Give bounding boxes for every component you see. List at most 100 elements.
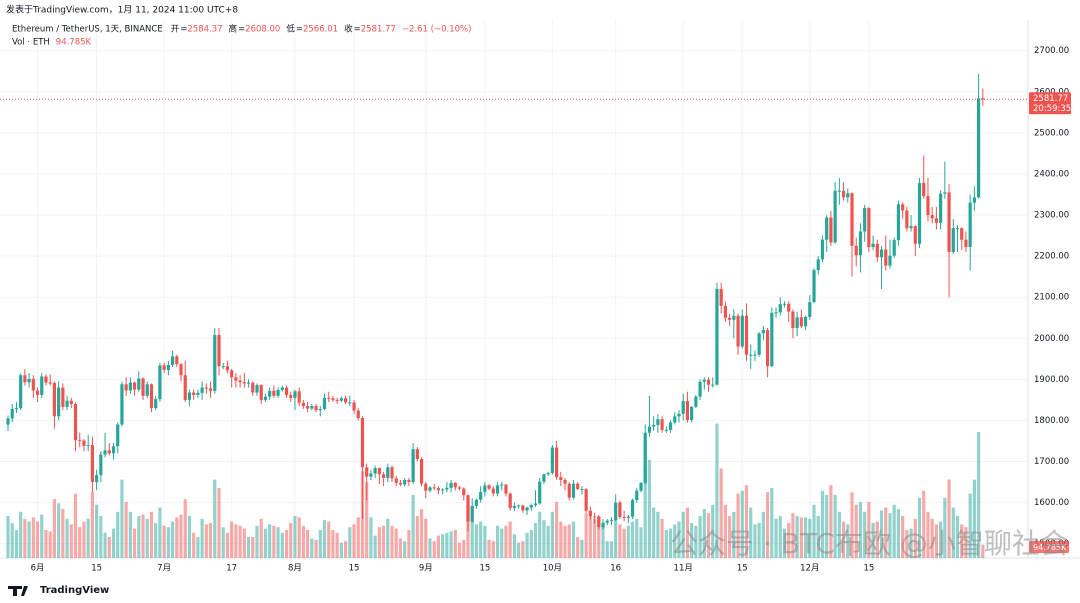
candle-body — [968, 202, 972, 248]
candle-body — [419, 459, 424, 484]
candle-body — [947, 192, 951, 252]
volume-bar — [795, 516, 799, 558]
volume-bar — [871, 523, 875, 558]
candle-body — [592, 516, 597, 518]
volume-bar — [339, 542, 343, 558]
volume-bar — [436, 535, 441, 558]
volume-bar — [14, 530, 19, 558]
candle-body — [179, 364, 183, 376]
candle-body — [107, 450, 111, 454]
candle-body — [757, 333, 761, 355]
volume-bar — [951, 507, 955, 558]
candle-body — [69, 400, 73, 404]
volume-bar — [892, 504, 896, 558]
candle-body — [939, 193, 943, 223]
volume-bar — [901, 516, 905, 558]
candle-body — [884, 249, 888, 266]
candle-body — [289, 394, 293, 398]
candle-body — [799, 317, 803, 327]
volume-bar — [542, 520, 546, 558]
candle-body — [111, 446, 116, 454]
last-price-label: 2581.77 — [1033, 94, 1068, 104]
candle-body — [365, 467, 369, 477]
volume-bar — [711, 504, 715, 558]
volume-bar — [306, 530, 310, 558]
volume-bar — [82, 521, 86, 558]
x-tick-label: 15 — [479, 564, 490, 574]
candle-body — [137, 378, 141, 390]
candle-body — [863, 208, 867, 232]
volume-bar — [369, 517, 373, 558]
volume-bar — [630, 521, 635, 558]
candle-body — [639, 482, 643, 491]
volume-bar — [474, 524, 479, 558]
candle-body — [630, 500, 635, 517]
volume-bar — [782, 528, 787, 558]
candle-body — [306, 406, 310, 409]
candle-body — [344, 398, 348, 403]
candle-body — [656, 419, 660, 425]
candle-body — [86, 445, 90, 447]
ohlc-field-sep: = — [354, 25, 361, 35]
volume-bar — [740, 490, 744, 558]
ohlc-field-sep: = — [296, 25, 303, 35]
volume-bar — [656, 511, 660, 558]
countdown-label: 20:59:35 — [1033, 104, 1071, 114]
volume-bar — [787, 523, 791, 558]
volume-bar — [736, 493, 740, 558]
ohlc-field-sep: = — [238, 25, 245, 35]
volume-bar — [192, 532, 196, 558]
candle-body — [95, 475, 99, 483]
candle-body — [517, 505, 521, 507]
candle-body — [820, 239, 825, 260]
volume-bar — [685, 507, 690, 558]
candle-body — [318, 408, 322, 411]
volume-bar — [546, 525, 550, 558]
volume-bar — [660, 518, 664, 558]
volume-bar — [457, 542, 462, 558]
volume-bar — [10, 523, 14, 558]
candle-body — [673, 416, 677, 423]
volume-bar — [774, 518, 778, 558]
volume-bar — [398, 538, 403, 558]
candle-body — [922, 182, 926, 197]
volume-bar — [867, 502, 871, 558]
volume-bar — [280, 532, 284, 558]
volume-bar — [668, 528, 673, 558]
candle-body — [609, 519, 614, 521]
volume-bar — [563, 525, 567, 558]
candle-body — [6, 418, 10, 425]
candle-body — [272, 390, 276, 396]
candle-body — [162, 365, 166, 370]
volume-bar — [272, 525, 276, 558]
x-tick-label: 15 — [737, 564, 748, 574]
volume-bar — [310, 538, 314, 558]
volume-bar — [803, 517, 808, 558]
candle-body — [200, 387, 204, 393]
candle-body — [559, 477, 563, 480]
volume-bar — [284, 530, 289, 558]
candle-body — [787, 303, 791, 312]
candle-body — [529, 505, 533, 508]
candle-body — [145, 384, 149, 396]
volume-bar — [673, 524, 677, 558]
volume-bar — [95, 504, 99, 558]
candle-body — [149, 384, 154, 409]
candle-body — [930, 215, 934, 219]
volume-bar — [728, 516, 732, 558]
volume-bar — [850, 492, 854, 558]
volume-bar — [947, 479, 951, 558]
volume-bar — [57, 503, 61, 558]
candle-body — [812, 270, 816, 303]
candle-body — [183, 375, 187, 400]
volume-bar — [521, 541, 525, 558]
volume-bar — [381, 525, 386, 558]
volume-bar — [913, 518, 917, 558]
candle-body — [500, 484, 504, 486]
candle-body — [913, 226, 917, 244]
candle-body — [57, 387, 61, 417]
candle-body — [677, 413, 681, 417]
candle-body — [728, 317, 732, 320]
candle-body — [301, 402, 305, 407]
